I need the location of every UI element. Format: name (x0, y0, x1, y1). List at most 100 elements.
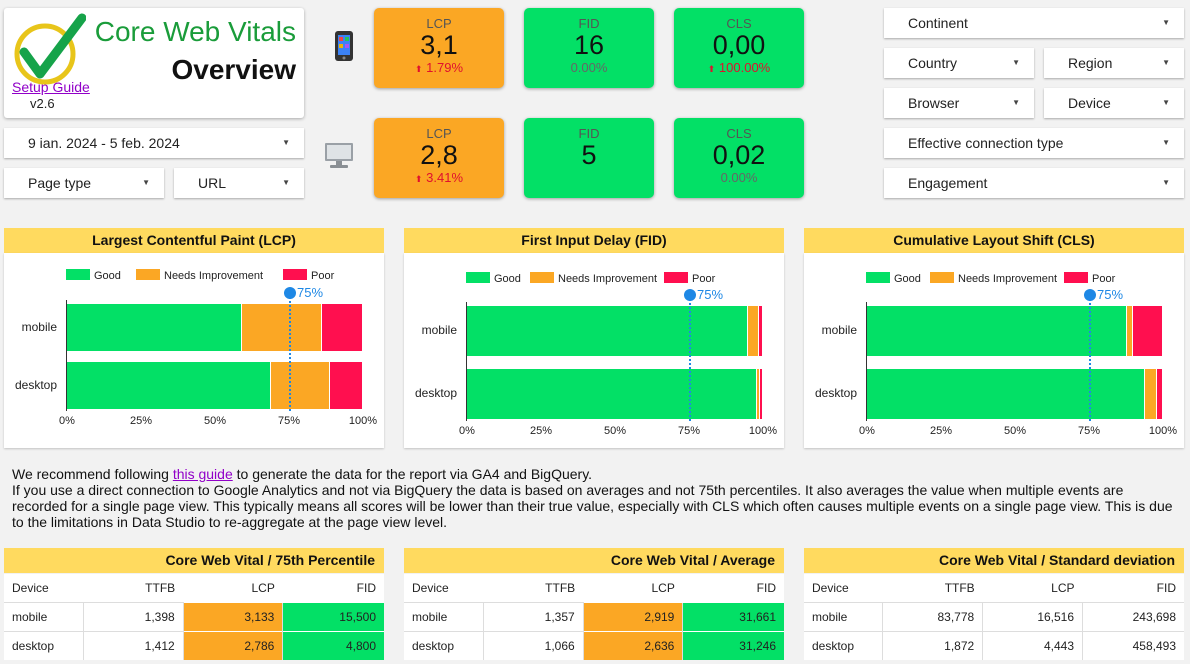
y-axis-line (466, 302, 467, 421)
device-filter[interactable]: Device ▼ (1044, 88, 1184, 118)
region-filter[interactable]: Region ▼ (1044, 48, 1184, 78)
continent-filter[interactable]: Continent ▼ (884, 8, 1184, 38)
desktop-lcp-kpi: LCP 2,8 ⬆ 3.41% (374, 118, 504, 198)
region-label: Region (1068, 55, 1113, 71)
kpi-change: ⬆ 3.41% (414, 170, 464, 185)
bar-segment (271, 362, 330, 409)
percentile-75-label: 75% (297, 285, 324, 300)
column-header[interactable]: TTFB (545, 581, 576, 595)
kpi-label: CLS (726, 126, 752, 141)
column-header[interactable]: TTFB (944, 581, 975, 595)
chevron-down-icon: ▼ (282, 138, 290, 147)
legend-swatch (66, 269, 90, 280)
kpi-label: LCP (426, 126, 452, 141)
column-header[interactable]: FID (1156, 581, 1176, 595)
browser-label: Browser (908, 95, 960, 111)
table-cell: desktop (804, 631, 883, 660)
bar-segment (1157, 369, 1162, 419)
bar-segment (1145, 369, 1157, 419)
bar-segment (67, 304, 241, 351)
category-label: mobile (21, 319, 57, 334)
page-subtitle: Overview (171, 54, 296, 85)
table-header-row: Device TTFB LCP FID (804, 574, 1184, 603)
x-tick-label: 75% (1077, 425, 1101, 437)
country-filter[interactable]: Country ▼ (884, 48, 1034, 78)
connection-type-label: Effective connection type (908, 135, 1064, 151)
column-header[interactable]: FID (356, 581, 376, 595)
percentile-75-line (1089, 290, 1091, 421)
column-header[interactable]: LCP (651, 581, 675, 595)
x-tick-label: 0% (59, 415, 75, 427)
bar-segment (759, 306, 762, 356)
arrow-up-icon: ⬆ (707, 64, 716, 74)
date-range-picker[interactable]: 9 ian. 2024 - 5 feb. 2024 ▼ (4, 128, 304, 158)
category-label: mobile (821, 323, 857, 337)
bar-segment (330, 362, 362, 409)
legend-item: Poor (283, 269, 334, 282)
column-header[interactable]: FID (756, 581, 776, 595)
bar-segment (867, 306, 1127, 356)
table-row: mobile 1,357 2,919 31,661 (404, 602, 784, 632)
mobile-phone-icon (335, 31, 353, 61)
kpi-value: 3,1 (420, 30, 458, 60)
continent-label: Continent (908, 15, 968, 31)
kpi-change: 0.00% (720, 170, 758, 185)
legend-label: Needs Improvement (958, 273, 1058, 285)
bar-segment (1127, 306, 1133, 356)
table-cell: 83,778 (882, 602, 983, 632)
engagement-filter[interactable]: Engagement ▼ (884, 168, 1184, 198)
page-type-filter[interactable]: Page type ▼ (4, 168, 164, 198)
header-card: Core Web Vitals Overview Setup Guide v2.… (4, 8, 304, 118)
legend-label: Good (494, 273, 521, 285)
this-guide-link[interactable]: this guide (172, 466, 233, 482)
category-label: desktop (14, 377, 57, 392)
url-label: URL (198, 175, 227, 191)
column-header[interactable]: Device (812, 581, 849, 595)
kpi-change: ⬆ 100.00% (707, 60, 771, 75)
setup-guide-link[interactable]: Setup Guide (12, 79, 90, 95)
legend-label: Poor (1092, 273, 1116, 285)
table-header-row: Device TTFB LCP FID (404, 574, 784, 603)
legend-swatch (866, 272, 890, 283)
info-paragraph: If you use a direct connection to Google… (12, 482, 1173, 530)
x-tick-label: 50% (203, 415, 227, 427)
table-title: Core Web Vital / Standard deviation (804, 548, 1184, 573)
chevron-down-icon: ▼ (282, 178, 290, 187)
x-tick-label: 75% (677, 425, 701, 437)
connection-type-filter[interactable]: Effective connection type ▼ (884, 128, 1184, 158)
desktop-fid-kpi: FID 5 (524, 118, 654, 198)
chart-title: First Input Delay (FID) (404, 228, 784, 253)
chart-title: Cumulative Layout Shift (CLS) (804, 228, 1184, 253)
column-header[interactable]: TTFB (145, 581, 176, 595)
column-header[interactable]: Device (412, 581, 449, 595)
bar-segment (467, 369, 757, 419)
percentile-75-label: 75% (697, 287, 724, 302)
kpi-label: FID (578, 16, 600, 31)
bar-segment (867, 369, 1145, 419)
chevron-down-icon: ▼ (142, 178, 150, 187)
x-tick-label: 50% (603, 425, 627, 437)
chevron-down-icon: ▼ (1162, 98, 1170, 107)
column-header[interactable]: LCP (1051, 581, 1075, 595)
kpi-label: CLS (726, 16, 752, 31)
table-cell: 243,698 (1082, 602, 1184, 632)
bar-segment (748, 306, 759, 356)
table-title: Core Web Vital / Average (404, 548, 784, 573)
y-axis-line (866, 302, 867, 421)
table-cell: 2,636 (582, 631, 683, 660)
legend-label: Poor (311, 270, 335, 282)
kpi-value: 0,02 (712, 140, 766, 170)
metric-table: Device TTFB LCP FID mobile 83,778 16,516 243,69… (804, 574, 1184, 660)
browser-filter[interactable]: Browser ▼ (884, 88, 1034, 118)
column-header[interactable]: Device (12, 581, 49, 595)
legend-item: Poor (1064, 272, 1115, 285)
table-cell: desktop (404, 631, 484, 660)
x-tick-label: 25% (129, 415, 153, 427)
table-cell: mobile (4, 602, 84, 632)
desktop-computer-icon (325, 143, 353, 168)
column-header[interactable]: LCP (251, 581, 275, 595)
url-filter[interactable]: URL ▼ (174, 168, 304, 198)
legend-swatch (1064, 272, 1088, 283)
table-cell: desktop (4, 631, 84, 660)
chart-title: Largest Contentful Paint (LCP) (4, 228, 384, 253)
